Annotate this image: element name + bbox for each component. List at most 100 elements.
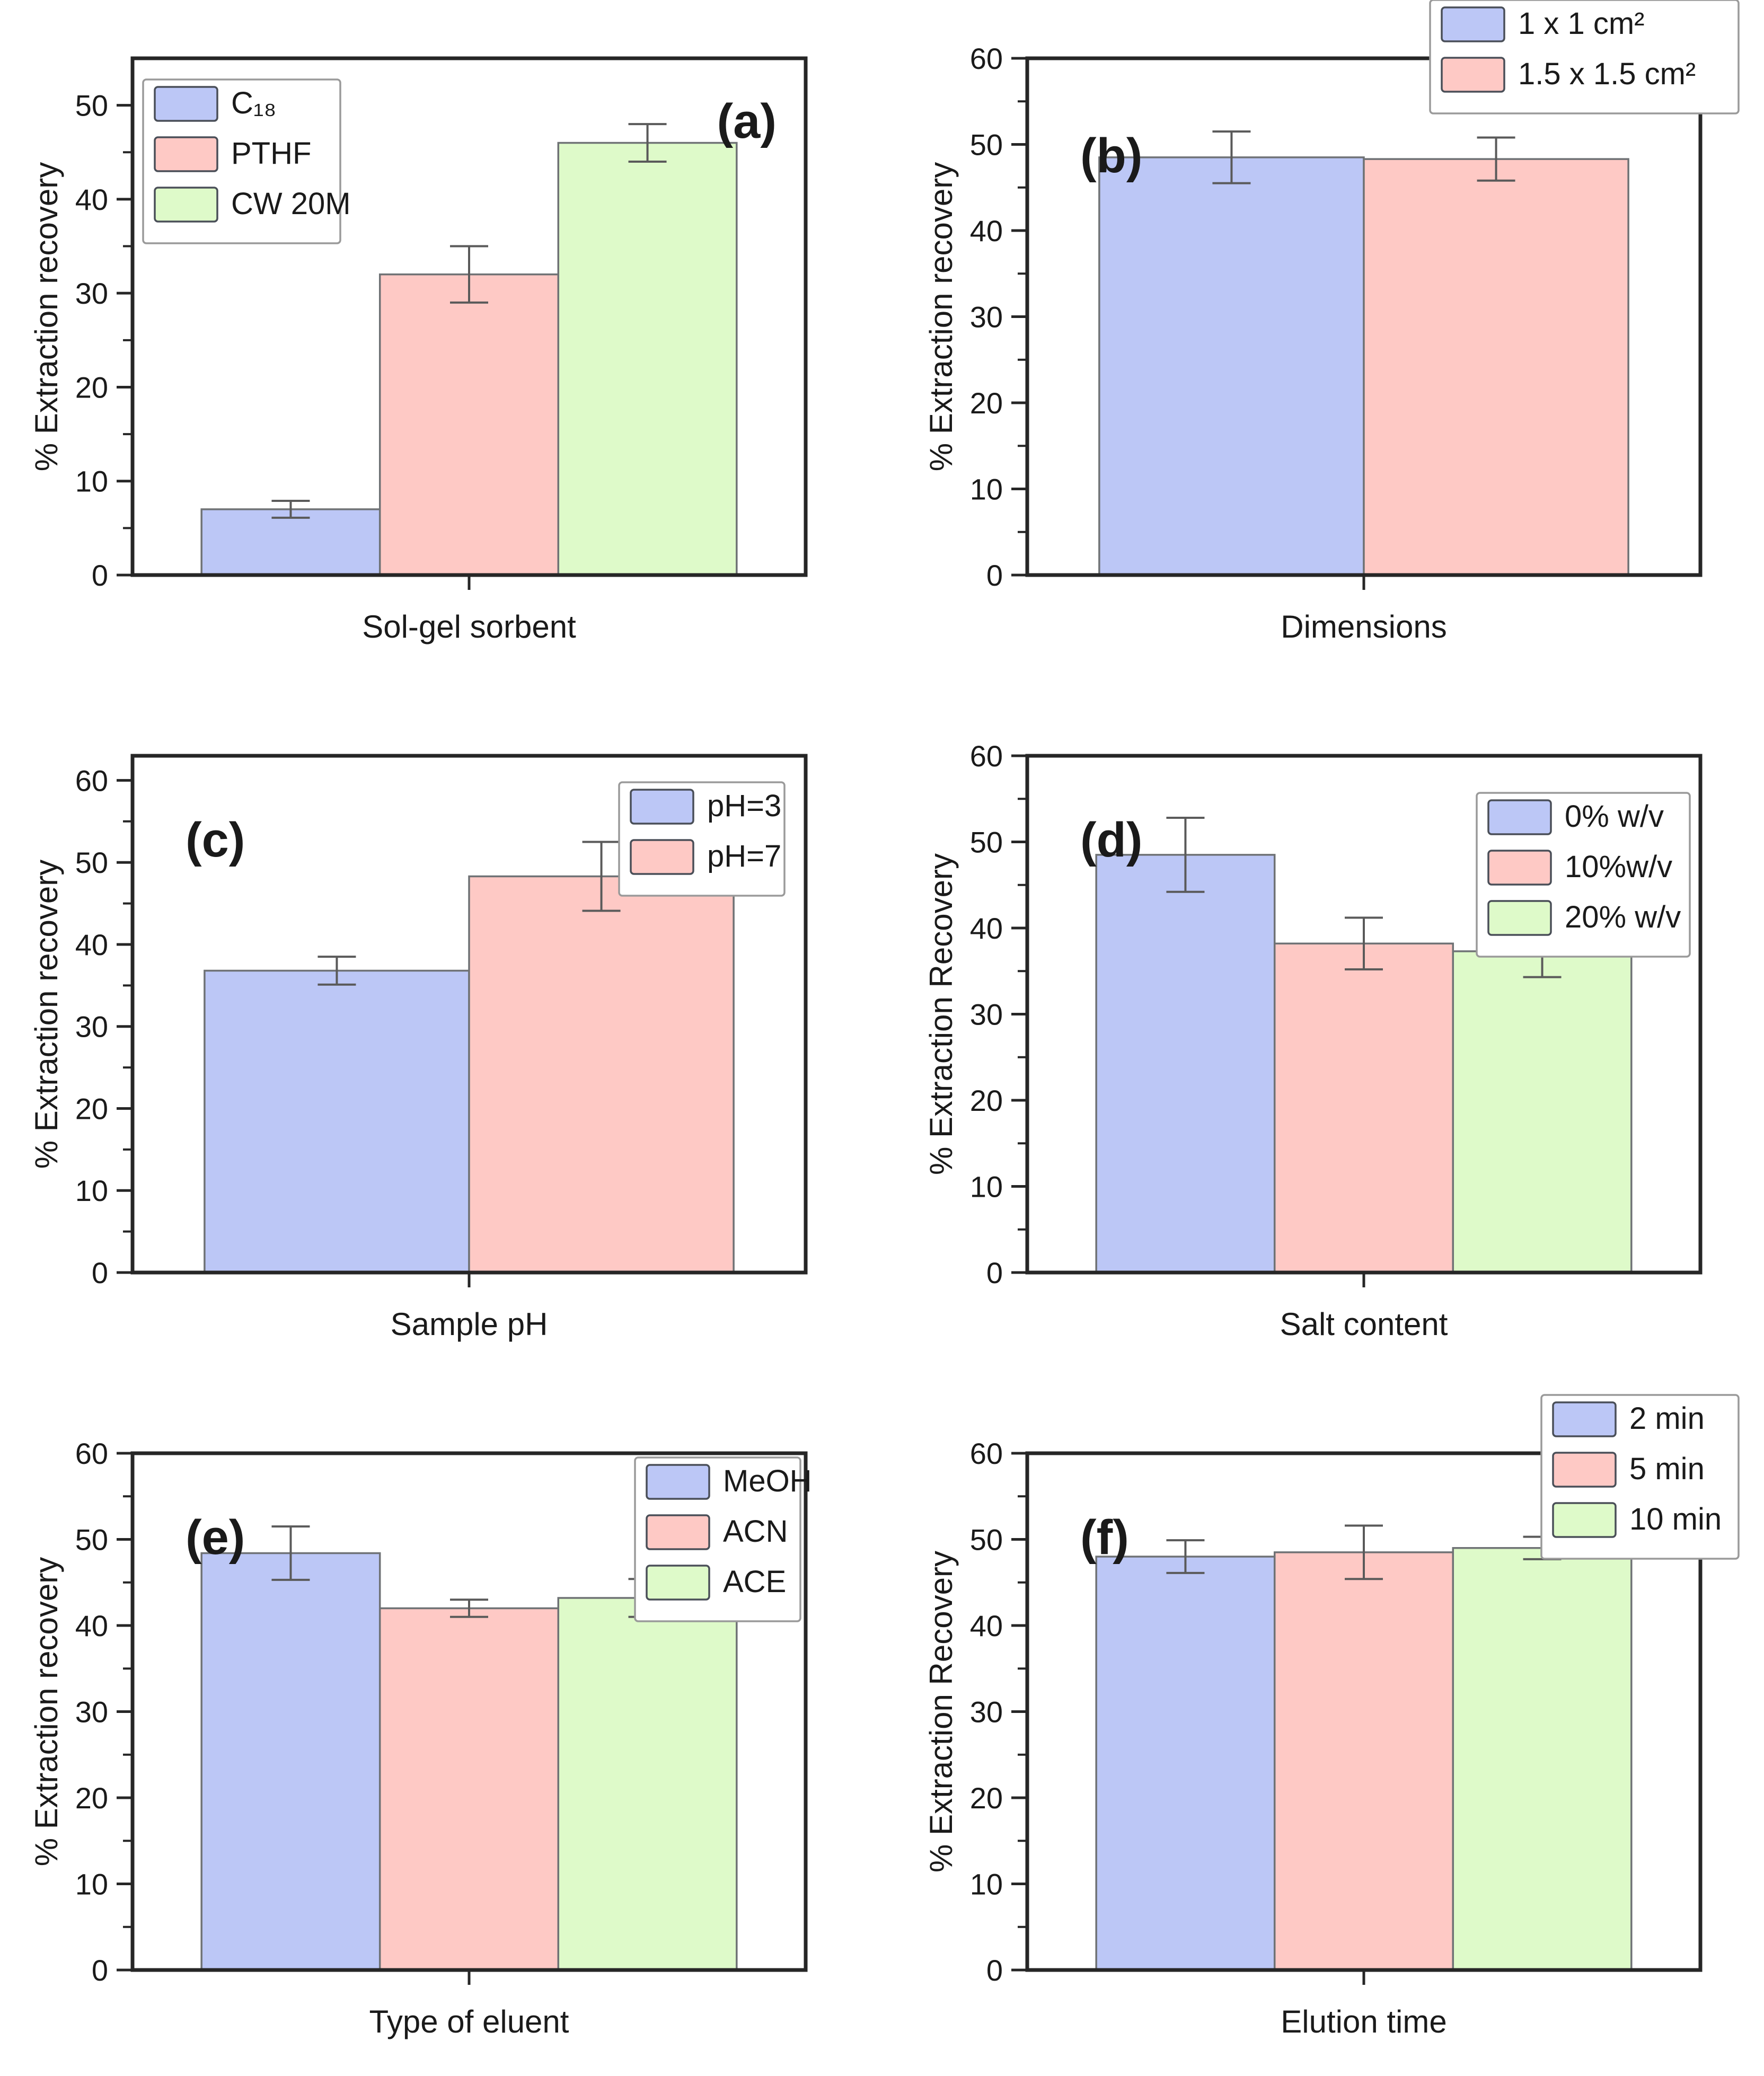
y-axis-title: % Extraction Recovery [923,853,959,1175]
chart-a: 0 10 20 30 40 50 Sol-gel sorbent % Extraction r… [29,56,808,644]
legend-swatch-2 min [1552,1401,1617,1437]
y-tick-label: 0 [986,1256,1003,1289]
bar-d-3 [1452,950,1633,1274]
legend-d: 0% w/v 10%w/v 20% w/v [1476,792,1691,958]
y-tick-label: 60 [970,1437,1003,1470]
bar-f-2 [1273,1551,1454,1971]
panel-letter: (d) [1080,813,1142,867]
legend-swatch-10 min [1552,1502,1617,1538]
y-axis-title: % Extraction recovery [29,162,64,472]
error-bar-e-1 [271,1525,310,1581]
bar-b-2 [1363,158,1629,576]
chart-b: 0 10 20 30 40 50 60 Dimensions % Extraction reco… [923,0,1740,644]
x-axis-title: Elution time [1281,2004,1447,2039]
bar-e-2 [378,1607,560,1971]
panel-c: 0 10 20 30 40 50 60 Sample pH % Extraction recov… [21,711,848,1373]
error-bar-e-2 [450,1598,488,1618]
y-tick-label: 10 [75,1174,108,1207]
y-tick-label: 10 [75,1868,108,1901]
y-tick-label: 10 [970,1868,1003,1901]
bar-d-1 [1095,854,1276,1274]
bar-b-1 [1098,156,1365,576]
x-axis-title: Dimensions [1281,609,1447,644]
panel-letter: (f) [1080,1510,1129,1565]
error-bar-a-1 [271,499,310,519]
error-bar-c-2 [582,841,621,912]
y-tick-label: 0 [92,1256,108,1289]
legend-swatch-C₁₈ [154,86,218,122]
y-tick-label: 20 [75,370,108,404]
x-axis-title: Sol-gel sorbent [362,609,576,644]
chart-f: 0 10 20 30 40 50 60 Elution time % Extraction Re… [923,1394,1740,2039]
panel-a: 0 10 20 30 40 50 Sol-gel sorbent % Extraction r… [21,13,848,676]
legend-swatch-0% w/v [1487,799,1552,835]
legend-b: 1 x 1 cm² 1.5 x 1.5 cm² [1429,0,1740,114]
legend-swatch-ACN [646,1514,710,1550]
bar-a-1 [200,508,381,576]
bar-a-3 [557,142,738,576]
y-tick-label: 40 [970,912,1003,945]
x-axis-title: Salt content [1280,1306,1448,1342]
chart-d: 0 10 20 30 40 50 60 Salt content % Extraction Re… [923,739,1703,1342]
y-tick-label: 40 [970,214,1003,248]
legend-label: MeOH [723,1464,812,1498]
legend-label: 10%w/v [1565,850,1672,884]
error-bar-b-1 [1212,130,1251,184]
legend-label: ACE [723,1565,786,1599]
y-tick-label: 0 [92,559,108,592]
panel-letter: (b) [1080,129,1142,183]
y-tick-label: 30 [75,1010,108,1044]
bar-a-2 [378,273,560,576]
legend-label: 1.5 x 1.5 cm² [1518,57,1696,91]
legend-label: 10 min [1629,1502,1722,1536]
legend-swatch-5 min [1552,1452,1617,1488]
panel-letter: (c) [186,813,245,867]
y-tick-label: 10 [970,473,1003,506]
y-axis-title: % Extraction recovery [29,860,64,1169]
y-tick-label: 30 [970,1695,1003,1729]
panel-letter: (a) [717,94,777,148]
panel-b: 0 10 20 30 40 50 60 Dimensions % Extraction reco… [916,0,1743,676]
bar-c-2 [468,875,735,1274]
legend-label: 5 min [1629,1452,1705,1486]
legend-swatch-pH=7 [630,839,694,875]
error-bar-a-2 [450,245,488,304]
y-tick-label: 40 [970,1609,1003,1642]
panel-letter: (e) [186,1510,245,1565]
y-axis-title: % Extraction recovery [923,162,959,472]
error-bar-d-1 [1166,817,1205,893]
legend-label: 0% w/v [1565,799,1664,834]
y-axis-title: % Extraction recovery [29,1557,64,1867]
x-axis-title: Sample pH [391,1306,548,1342]
y-tick-label: 50 [75,1523,108,1557]
legend-swatch-1.5 x 1.5 cm² [1441,57,1505,93]
y-tick-label: 20 [970,1084,1003,1117]
bar-f-3 [1452,1547,1633,1971]
legend-label: ACN [723,1514,788,1549]
legend-swatch-MeOH [646,1464,710,1500]
x-axis-title: Type of eluent [369,2004,569,2039]
y-tick-label: 60 [970,42,1003,75]
y-tick-label: 50 [75,89,108,122]
legend-swatch-ACE [646,1565,710,1601]
legend-label: CW 20M [231,187,351,221]
y-tick-label: 30 [75,277,108,310]
y-axis-title: % Extraction Recovery [923,1551,959,1872]
legend-swatch-1 x 1 cm² [1441,6,1505,42]
y-tick-label: 60 [970,739,1003,773]
y-tick-label: 30 [75,1695,108,1729]
y-tick-label: 0 [986,559,1003,592]
y-tick-label: 0 [986,1954,1003,1987]
legend-a: C₁₈ PTHF CW 20M [142,78,351,244]
y-tick-label: 0 [92,1954,108,1987]
error-bar-a-3 [628,123,667,163]
y-tick-label: 60 [75,1437,108,1470]
legend-c: pH=3 pH=7 [618,781,786,897]
legend-swatch-10%w/v [1487,850,1552,886]
legend-label: C₁₈ [231,86,277,120]
panel-f: 0 10 20 30 40 50 60 Elution time % Extraction Re… [916,1394,1743,2071]
legend-e: MeOH ACN ACE [634,1456,812,1622]
y-tick-label: 50 [970,1523,1003,1557]
bar-f-1 [1095,1556,1276,1971]
